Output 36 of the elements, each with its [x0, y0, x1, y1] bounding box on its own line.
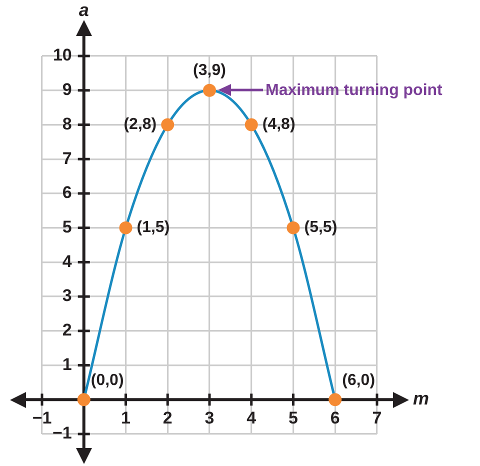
annotation: (6,0): [342, 372, 376, 390]
x-axis-title: m: [413, 388, 430, 409]
x-tick-label: 3: [204, 408, 214, 428]
annotation: (1,5): [136, 219, 170, 236]
annotation: (5,5): [304, 219, 338, 236]
y-tick-label: 8: [62, 114, 72, 134]
y-tick-label: 3: [62, 286, 72, 306]
y-tick-label: 9: [62, 80, 72, 100]
x-tick-label: 5: [288, 408, 298, 428]
y-tick-label: 1: [62, 354, 72, 374]
x-tick-label: 4: [246, 408, 257, 428]
annotation: (2,8): [124, 116, 157, 134]
x-tick-label: 6: [330, 408, 340, 428]
y-tick-label: 7: [62, 148, 72, 168]
x-tick-label: −1: [32, 408, 52, 428]
point: [203, 84, 216, 97]
x-tick-label: 1: [121, 408, 130, 428]
point: [161, 118, 174, 132]
point: [244, 118, 258, 132]
annotation: (4,8): [262, 116, 296, 134]
point: [77, 393, 90, 406]
x-tick-label: 7: [372, 408, 382, 428]
y-tick-label: 6: [62, 183, 72, 202]
y-tick-label: 10: [52, 46, 72, 65]
annotation: (0,0): [90, 372, 124, 390]
annotation: (3,9): [193, 62, 226, 79]
y-axis-title: a: [78, 0, 89, 20]
y-tick-label: −1: [52, 424, 72, 443]
point: [328, 393, 342, 406]
point: [286, 221, 300, 234]
x-tick-label: 2: [162, 408, 172, 428]
point: [119, 221, 132, 234]
annotation: Maximum turning point: [266, 82, 444, 99]
y-tick-label: 2: [62, 320, 72, 340]
y-tick-label: 4: [62, 252, 72, 271]
y-tick-label: 5: [62, 218, 72, 237]
